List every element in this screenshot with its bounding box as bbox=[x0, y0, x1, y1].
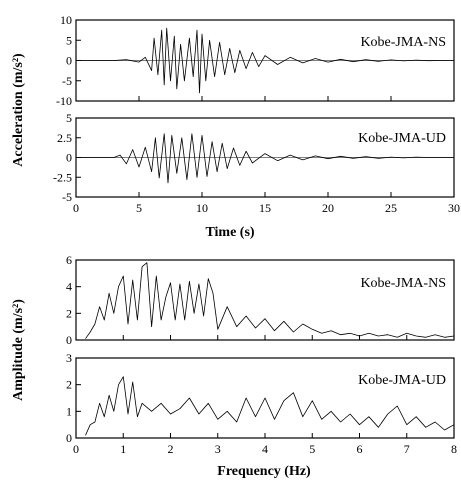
series-line bbox=[85, 262, 455, 339]
y-tick-label: 2.5 bbox=[57, 131, 72, 145]
y-tick-label: 0 bbox=[66, 54, 72, 68]
y-tick-label: 0 bbox=[66, 151, 72, 165]
x-tick-label: 15 bbox=[259, 201, 271, 215]
y-tick-label: 5 bbox=[66, 111, 72, 125]
y-axis-label-amplitude: Amplitude (m/s²) bbox=[11, 299, 26, 401]
series-line bbox=[76, 133, 454, 184]
annotation-ns-time: Kobe-JMA-NS bbox=[360, 35, 446, 50]
x-tick-label: 3 bbox=[215, 442, 221, 456]
x-axis-label-time: Time (s) bbox=[205, 225, 254, 240]
y-tick-label: 3 bbox=[66, 351, 72, 365]
y-tick-label: 0 bbox=[66, 431, 72, 445]
x-tick-label: 5 bbox=[309, 442, 315, 456]
x-tick-label: 8 bbox=[451, 442, 457, 456]
panel-ns-freq-frame bbox=[75, 259, 455, 341]
annotation-ud-freq: Kobe-JMA-UD bbox=[358, 373, 446, 388]
x-tick-label: 7 bbox=[404, 442, 410, 456]
x-tick-label: 10 bbox=[196, 201, 208, 215]
y-tick-label: 2 bbox=[66, 378, 72, 392]
x-tick-label: 6 bbox=[357, 442, 363, 456]
x-tick-label: 1 bbox=[120, 442, 126, 456]
x-axis-label-frequency: Frequency (Hz) bbox=[217, 464, 311, 479]
annotation-ns-freq: Kobe-JMA-NS bbox=[360, 276, 446, 291]
x-tick-label: 30 bbox=[448, 201, 460, 215]
x-tick-label: 2 bbox=[168, 442, 174, 456]
y-tick-label: -10 bbox=[56, 94, 72, 108]
annotation-ud-time: Kobe-JMA-UD bbox=[358, 131, 446, 146]
x-tick-label: 4 bbox=[262, 442, 268, 456]
x-tick-label: 25 bbox=[385, 201, 397, 215]
y-tick-label: 0 bbox=[66, 333, 72, 347]
y-tick-label: 1 bbox=[66, 404, 72, 418]
y-tick-label: 4 bbox=[66, 280, 72, 294]
y-tick-label: 6 bbox=[66, 253, 72, 267]
y-tick-label: 2 bbox=[66, 306, 72, 320]
x-tick-label: 0 bbox=[73, 201, 79, 215]
series-line bbox=[85, 376, 455, 436]
y-tick-label: -5 bbox=[62, 190, 72, 204]
y-tick-label: -5 bbox=[62, 74, 72, 88]
y-axis-label-acceleration: Acceleration (m/s²) bbox=[11, 53, 26, 167]
series-line bbox=[76, 27, 454, 94]
y-tick-label: -2.5 bbox=[53, 170, 72, 184]
x-tick-label: 5 bbox=[136, 201, 142, 215]
x-tick-label: 20 bbox=[322, 201, 334, 215]
x-tick-label: 0 bbox=[73, 442, 79, 456]
y-tick-label: 5 bbox=[66, 33, 72, 47]
y-tick-label: 10 bbox=[60, 13, 72, 27]
